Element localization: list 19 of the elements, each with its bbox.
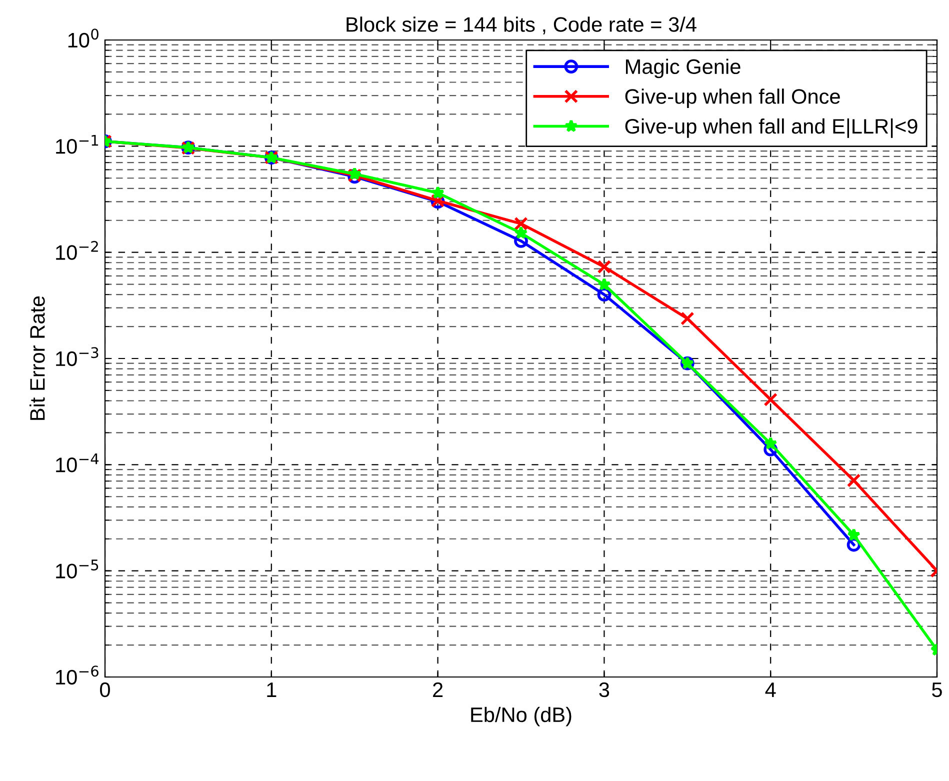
y-axis-title: Bit Error Rate — [30, 296, 45, 420]
y-tick-label: 10$^{−4}$ — [56, 453, 99, 472]
legend-label: Magic Genie — [626, 58, 740, 78]
y-tick-label: 10$^{−2}$ — [56, 240, 98, 260]
y-tick-label: 10$^{−6}$ — [56, 666, 98, 685]
chart-title: Block size = 144 bits , Code rate = 3/4 — [346, 16, 696, 34]
x-tick-label: 5 — [932, 682, 942, 698]
x-tick-label: 2 — [433, 682, 443, 697]
y-tick-label: 10$^{−1}$ — [56, 134, 98, 154]
legend-label: Give-up when fall and E|LLR|<9 — [625, 118, 918, 138]
x-tick-label: 4 — [765, 682, 776, 697]
y-tick-label: 10$^{−3}$ — [56, 347, 98, 366]
x-tick-label: 1 — [267, 682, 276, 697]
y-tick-label: 10$^{−5}$ — [56, 560, 98, 578]
x-axis-title: Eb/No (dB) — [471, 706, 572, 726]
x-tick-label: 3 — [599, 682, 610, 698]
y-tick-label: 10$^{0}$ — [68, 28, 98, 48]
x-tick-label: 0 — [100, 682, 110, 698]
legend-label: Give-up when fall Once — [625, 88, 840, 108]
